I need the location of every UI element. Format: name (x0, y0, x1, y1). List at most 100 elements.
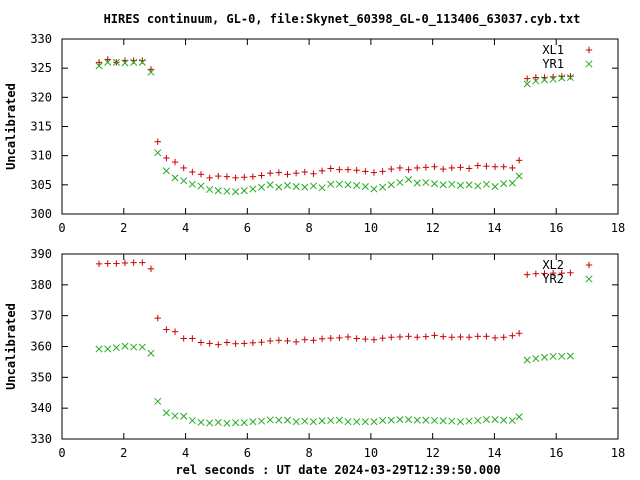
x-tick-label: 8 (305, 221, 312, 235)
data-point (171, 328, 179, 335)
data-point (491, 416, 499, 424)
data-point (318, 417, 326, 425)
x-tick-label: 6 (244, 221, 251, 235)
data-point (104, 58, 112, 66)
data-point (147, 68, 155, 76)
x-tick-label: 4 (182, 446, 189, 460)
data-point (257, 417, 266, 425)
data-point (130, 259, 137, 266)
chart-title: HIRES continuum, GL-0, file:Skynet_60398… (104, 12, 581, 27)
data-point (448, 180, 456, 188)
data-point (353, 181, 361, 189)
data-point (121, 259, 129, 267)
data-point (189, 168, 196, 176)
data-point (214, 418, 222, 426)
data-point (379, 334, 386, 342)
x-tick-label: 6 (244, 446, 251, 460)
data-point (405, 176, 413, 184)
data-point (483, 162, 490, 170)
data-point (215, 172, 222, 180)
data-point (500, 163, 507, 170)
data-point (431, 332, 438, 339)
data-point (422, 178, 430, 187)
data-point (396, 333, 404, 341)
y-tick-label: 330 (30, 432, 52, 446)
legend-marker (585, 60, 593, 68)
data-point (163, 154, 170, 162)
data-point (309, 182, 317, 190)
data-point (241, 174, 248, 181)
data-point (370, 185, 378, 193)
data-point (327, 416, 335, 425)
data-point (388, 165, 395, 173)
data-point (396, 178, 404, 187)
data-point (266, 337, 274, 345)
x-tick-label: 0 (58, 446, 65, 460)
data-point (448, 417, 456, 425)
data-point (147, 349, 155, 357)
data-point (405, 416, 413, 424)
data-point (335, 180, 343, 188)
x-tick-label: 18 (611, 221, 625, 235)
data-point (206, 419, 214, 427)
data-point (344, 181, 352, 189)
data-point (353, 167, 360, 174)
data-point (266, 181, 274, 189)
data-point (162, 409, 170, 417)
data-point (275, 169, 283, 176)
data-point (353, 335, 360, 342)
data-point (465, 165, 473, 172)
data-point (532, 354, 540, 363)
data-point (509, 332, 516, 339)
data-point (104, 56, 111, 63)
data-point (284, 171, 291, 178)
x-tick-label: 14 (487, 221, 501, 235)
data-point (232, 340, 239, 347)
data-point (284, 337, 291, 345)
data-point (301, 417, 309, 425)
x-tick-label: 12 (425, 446, 439, 460)
data-point (405, 333, 412, 340)
data-point (301, 336, 308, 343)
legend-label: YR2 (542, 272, 564, 286)
data-point (130, 343, 138, 351)
data-point (422, 164, 430, 171)
data-point (336, 334, 343, 342)
data-point (327, 180, 335, 188)
data-point (532, 74, 540, 81)
data-point (353, 418, 361, 426)
data-point (104, 345, 112, 353)
data-point (387, 181, 395, 189)
data-point (292, 183, 300, 191)
data-point (171, 412, 179, 420)
data-point (283, 181, 292, 189)
data-point (387, 416, 395, 424)
data-point (515, 413, 523, 421)
data-point (515, 330, 523, 337)
plot-panel-1: 300 305 310 315 320 325 330 0 2 4 6 8 10 12 14 16 18 Unca… (4, 32, 625, 235)
data-point (474, 333, 481, 340)
data-point (121, 342, 129, 350)
series-YR2 (95, 342, 574, 427)
data-point (130, 58, 138, 66)
data-point (112, 58, 120, 66)
data-point (121, 59, 129, 67)
data-point (95, 260, 103, 268)
series-YR1 (95, 58, 574, 196)
data-point (532, 77, 540, 85)
data-point (197, 339, 205, 346)
data-point (275, 416, 283, 424)
data-point (370, 336, 378, 343)
plot-panel-2: 330 340 350 360 370 380 390 0 2 4 6 8 10 12 14 16 18 Unca… (4, 247, 625, 460)
data-point (474, 416, 482, 425)
data-point (292, 169, 300, 177)
y-tick-label: 325 (30, 61, 52, 75)
data-point (240, 419, 248, 427)
x-tick-label: 0 (58, 221, 65, 235)
data-point (388, 334, 395, 341)
legend-label: YR1 (542, 57, 564, 71)
data-point (370, 418, 378, 426)
x-tick-label: 8 (305, 446, 312, 460)
data-point (188, 180, 196, 188)
